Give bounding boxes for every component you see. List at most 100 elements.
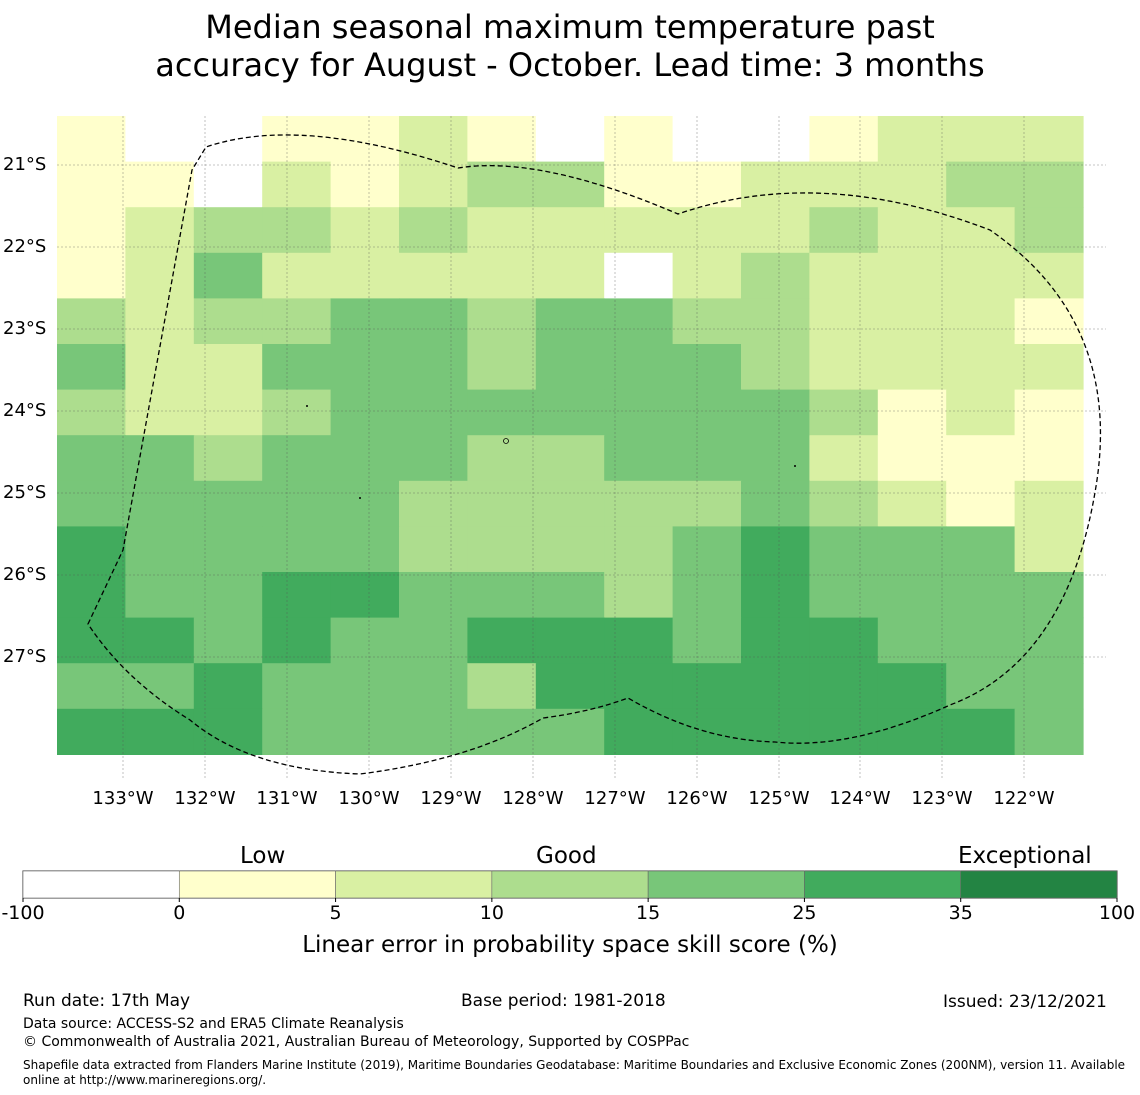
x-tick-label: 127°W xyxy=(584,788,646,809)
y-tick-label: 26°S xyxy=(3,564,47,585)
heatmap-cell xyxy=(946,663,1016,710)
heatmap-cell xyxy=(193,708,263,755)
heatmap-cell xyxy=(57,389,126,436)
heatmap-cell xyxy=(877,480,947,527)
heatmap-cell xyxy=(330,298,400,345)
heatmap-cell xyxy=(946,617,1016,664)
heatmap-cell xyxy=(399,663,468,710)
heatmap-cell xyxy=(467,663,537,710)
y-tick-label: 23°S xyxy=(3,318,47,339)
heatmap-cell xyxy=(877,526,947,573)
heatmap-cell xyxy=(672,480,742,527)
heatmap-cell xyxy=(535,389,605,436)
heatmap-cell xyxy=(262,617,332,664)
heatmap-cell xyxy=(535,207,605,254)
heatmap-cell xyxy=(741,572,810,619)
heatmap-cell xyxy=(467,207,537,254)
heatmap-cell xyxy=(604,526,674,573)
heatmap-cell xyxy=(535,526,605,573)
heatmap-cell xyxy=(809,708,879,755)
heatmap-cell xyxy=(604,435,674,482)
heatmap-cell xyxy=(741,435,810,482)
colorbar-category-exceptional: Exceptional xyxy=(958,843,1092,869)
heatmap-cell xyxy=(262,708,332,755)
heatmap-cell xyxy=(125,298,195,345)
heatmap-cell xyxy=(741,116,810,163)
heatmap-cell xyxy=(672,572,742,619)
heatmap-cell xyxy=(193,617,263,664)
title-line-1: Median seasonal maximum temperature past xyxy=(205,8,935,46)
heatmap-cell xyxy=(535,708,605,755)
heatmap-cell xyxy=(330,480,400,527)
island xyxy=(359,497,361,499)
heatmap-cell xyxy=(672,207,742,254)
heatmap-cell xyxy=(535,161,605,208)
heatmap-cell xyxy=(193,389,263,436)
heatmap-cell xyxy=(57,572,126,619)
heatmap-cell xyxy=(330,572,400,619)
heatmap-cell xyxy=(193,435,263,482)
x-tick-label: 129°W xyxy=(420,788,482,809)
heatmap-cell xyxy=(809,435,879,482)
heatmap-cell xyxy=(604,572,674,619)
colorbar-segment xyxy=(960,870,1118,899)
heatmap-cell xyxy=(330,663,400,710)
colorbar-segment xyxy=(178,870,336,899)
colorbar xyxy=(22,870,1118,902)
heatmap-cell xyxy=(809,207,879,254)
colorbar-segment xyxy=(335,870,493,899)
island xyxy=(794,465,796,467)
heatmap-cell xyxy=(741,480,810,527)
y-tick-label: 22°S xyxy=(3,236,47,257)
heatmap-cell xyxy=(535,252,605,299)
heatmap-cell xyxy=(330,344,400,391)
heatmap-cell xyxy=(535,298,605,345)
shapefile-credit: Shapefile data extracted from Flanders M… xyxy=(23,1058,1126,1087)
heatmap-cell xyxy=(535,435,605,482)
heatmap-cell xyxy=(946,708,1016,755)
heatmap-cell xyxy=(1014,161,1084,208)
heatmap-cell xyxy=(57,298,126,345)
heatmap-cell xyxy=(125,663,195,710)
heatmap-cell xyxy=(125,161,195,208)
heatmap-cell xyxy=(399,435,468,482)
heatmap-cell xyxy=(946,252,1016,299)
island xyxy=(306,405,308,407)
heatmap-cell xyxy=(1014,344,1084,391)
heatmap-cell xyxy=(193,480,263,527)
issued-date: Issued: 23/12/2021 xyxy=(943,992,1107,1012)
heatmap-cell xyxy=(399,207,468,254)
heatmap-cell xyxy=(262,252,332,299)
colorbar-tick-label: 10 xyxy=(479,902,504,924)
heatmap-cell xyxy=(741,161,810,208)
heatmap-cell xyxy=(330,708,400,755)
heatmap-cell xyxy=(672,526,742,573)
heatmap-cell xyxy=(946,207,1016,254)
heatmap-cell xyxy=(399,480,468,527)
heatmap-cell xyxy=(672,298,742,345)
colorbar-tick-label: -100 xyxy=(1,902,45,924)
heatmap-cell xyxy=(57,526,126,573)
heatmap-cell xyxy=(604,298,674,345)
heatmap-cell xyxy=(262,435,332,482)
heatmap-cell xyxy=(946,526,1016,573)
heatmap-cell xyxy=(672,708,742,755)
colorbar-category-low: Low xyxy=(240,843,286,869)
heatmap-cell xyxy=(535,572,605,619)
copyright: © Commonwealth of Australia 2021, Austra… xyxy=(23,1034,690,1050)
heatmap-cell xyxy=(399,344,468,391)
heatmap-cell xyxy=(125,207,195,254)
heatmap-cell xyxy=(1014,480,1084,527)
heatmap-cell xyxy=(262,344,332,391)
heatmap-cell xyxy=(330,116,400,163)
heatmap-cell xyxy=(1014,389,1084,436)
heatmap-cell xyxy=(125,435,195,482)
heatmap-cell xyxy=(877,344,947,391)
heatmap-cell xyxy=(741,344,810,391)
heatmap-cell xyxy=(193,252,263,299)
heatmap-cell xyxy=(193,207,263,254)
heatmap-cell xyxy=(604,389,674,436)
heatmap-cell xyxy=(57,617,126,664)
colorbar-segment xyxy=(804,870,962,899)
